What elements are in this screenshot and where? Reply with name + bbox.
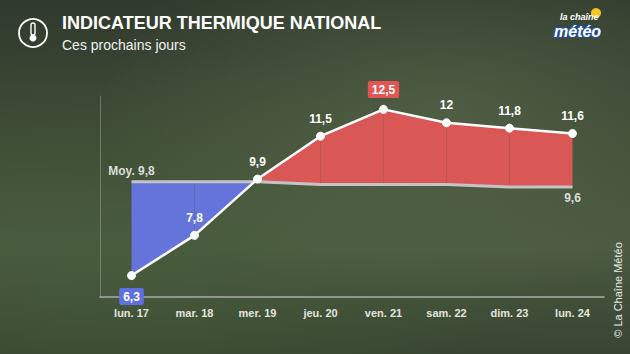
svg-text:jeu. 20: jeu. 20 [302,307,337,319]
svg-text:11,5: 11,5 [309,112,332,126]
svg-text:sam. 22: sam. 22 [426,307,466,319]
svg-text:mar. 18: mar. 18 [176,307,214,319]
svg-text:9,6: 9,6 [564,191,581,205]
svg-text:lun. 17: lun. 17 [114,307,149,319]
svg-text:mer. 19: mer. 19 [239,307,277,319]
svg-text:lun. 24: lun. 24 [555,307,591,319]
svg-text:9,9: 9,9 [249,155,266,169]
svg-text:météo: météo [554,23,601,40]
svg-text:la chaîne: la chaîne [560,12,599,22]
svg-text:12: 12 [440,98,454,112]
svg-text:© La Chaîne Météo: © La Chaîne Météo [612,242,624,338]
svg-text:ven. 21: ven. 21 [365,307,402,319]
svg-text:12,5: 12,5 [372,83,396,97]
svg-text:Ces prochains jours: Ces prochains jours [62,37,186,53]
svg-text:Moy. 9,8: Moy. 9,8 [108,164,155,178]
svg-text:INDICATEUR THERMIQUE NATIONAL: INDICATEUR THERMIQUE NATIONAL [62,13,381,33]
svg-text:dim. 23: dim. 23 [491,307,529,319]
svg-text:7,8: 7,8 [186,211,203,225]
svg-text:11,8: 11,8 [498,104,521,118]
svg-text:6,3: 6,3 [123,290,140,304]
svg-text:11,6: 11,6 [561,109,584,123]
